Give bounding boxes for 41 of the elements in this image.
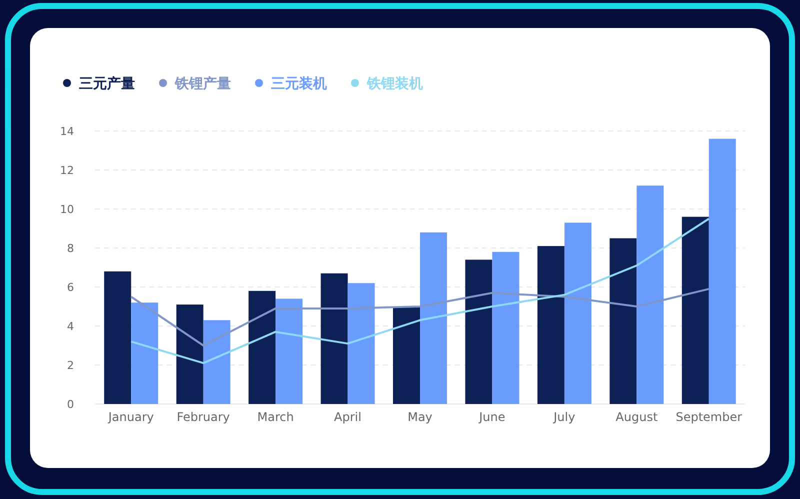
y-tick-label: 4	[67, 320, 74, 333]
line-series	[130, 288, 710, 346]
y-tick-label: 12	[60, 164, 74, 177]
bar	[610, 238, 637, 404]
y-tick-label: 2	[67, 359, 74, 372]
bar	[636, 186, 664, 404]
bar	[276, 298, 303, 404]
bar	[348, 283, 375, 404]
y-tick-label: 6	[67, 281, 74, 294]
x-tick-label: April	[334, 410, 362, 424]
x-tick-label: June	[478, 410, 506, 424]
bar	[537, 246, 564, 404]
bar	[420, 232, 447, 404]
y-tick-label: 0	[67, 398, 74, 411]
bar	[492, 252, 520, 404]
bar	[176, 304, 204, 404]
x-tick-label: May	[408, 410, 432, 424]
legend-label: 铁锂装机	[366, 76, 423, 92]
x-tick-label: March	[257, 410, 294, 424]
legend-label: 铁锂产量	[174, 75, 231, 92]
bar	[203, 320, 230, 404]
legend-label: 三元产量	[79, 75, 135, 92]
bar	[393, 306, 420, 404]
x-tick-label: February	[176, 410, 230, 424]
bar	[465, 260, 492, 404]
y-tick-label: 14	[60, 125, 74, 138]
y-tick-label: 8	[67, 242, 74, 255]
legend-label: 三元装机	[271, 76, 327, 92]
x-tick-label: August	[616, 410, 658, 424]
bar	[564, 222, 592, 404]
bar	[320, 273, 348, 404]
line-series	[130, 218, 710, 364]
bar	[131, 302, 158, 404]
bar	[682, 216, 709, 404]
bar	[708, 138, 736, 404]
y-tick-label: 10	[60, 203, 74, 216]
x-tick-label: September	[676, 410, 742, 424]
bar	[104, 271, 132, 404]
bar	[248, 290, 276, 404]
x-tick-label: January	[107, 410, 154, 424]
x-tick-label: July	[552, 410, 576, 424]
